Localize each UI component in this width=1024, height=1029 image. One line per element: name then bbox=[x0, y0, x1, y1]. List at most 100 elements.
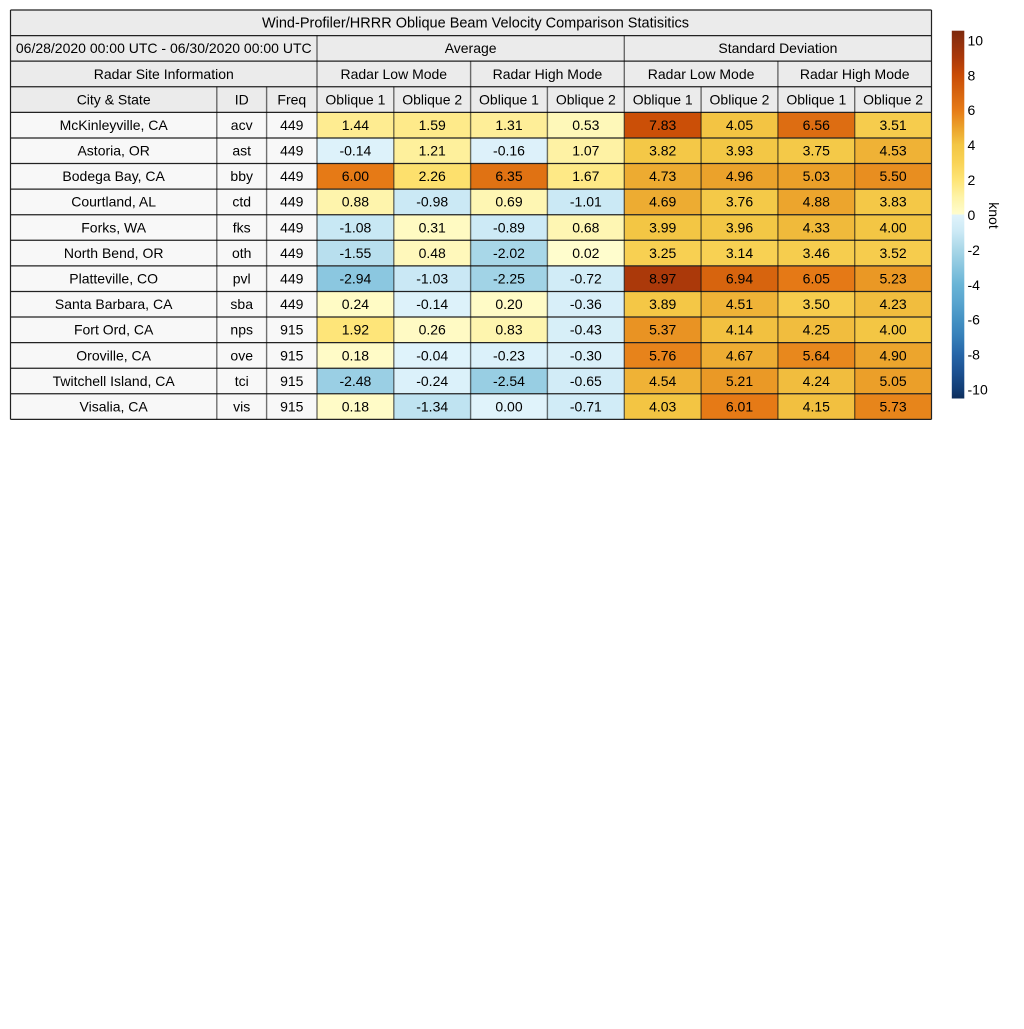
svg-text:3.99: 3.99 bbox=[649, 219, 676, 235]
svg-text:449: 449 bbox=[280, 194, 304, 210]
svg-text:Fort Ord, CA: Fort Ord, CA bbox=[74, 322, 154, 338]
svg-text:0.88: 0.88 bbox=[342, 194, 369, 210]
svg-text:ctd: ctd bbox=[232, 194, 251, 210]
svg-text:bby: bby bbox=[230, 168, 253, 184]
svg-text:-0.14: -0.14 bbox=[339, 143, 371, 159]
svg-text:449: 449 bbox=[280, 219, 304, 235]
svg-text:6.35: 6.35 bbox=[495, 168, 522, 184]
svg-text:0.20: 0.20 bbox=[495, 296, 522, 312]
svg-text:3.96: 3.96 bbox=[726, 219, 753, 235]
svg-text:oth: oth bbox=[232, 245, 251, 261]
svg-text:1.31: 1.31 bbox=[495, 117, 522, 133]
svg-text:4.67: 4.67 bbox=[726, 347, 753, 363]
svg-text:Standard Deviation: Standard Deviation bbox=[718, 40, 837, 56]
svg-text:-1.08: -1.08 bbox=[339, 219, 371, 235]
svg-text:4.51: 4.51 bbox=[726, 296, 753, 312]
svg-text:0.69: 0.69 bbox=[495, 194, 522, 210]
svg-text:Oblique 1: Oblique 1 bbox=[325, 91, 385, 107]
svg-text:Santa Barbara, CA: Santa Barbara, CA bbox=[55, 296, 173, 312]
svg-text:3.50: 3.50 bbox=[803, 296, 830, 312]
svg-text:-2.94: -2.94 bbox=[339, 271, 371, 287]
svg-text:0.83: 0.83 bbox=[495, 322, 522, 338]
svg-text:6: 6 bbox=[968, 102, 976, 118]
svg-text:4.53: 4.53 bbox=[879, 143, 906, 159]
svg-text:5.05: 5.05 bbox=[879, 373, 906, 389]
svg-text:Radar High Mode: Radar High Mode bbox=[800, 66, 910, 82]
svg-text:449: 449 bbox=[280, 271, 304, 287]
svg-text:Oroville, CA: Oroville, CA bbox=[76, 347, 151, 363]
svg-text:-2.48: -2.48 bbox=[339, 373, 371, 389]
svg-text:-1.03: -1.03 bbox=[416, 271, 448, 287]
svg-text:-0.72: -0.72 bbox=[570, 271, 602, 287]
svg-text:-8: -8 bbox=[968, 347, 981, 363]
svg-text:Average: Average bbox=[445, 40, 497, 56]
svg-text:4.00: 4.00 bbox=[879, 219, 906, 235]
svg-text:Platteville, CO: Platteville, CO bbox=[69, 271, 158, 287]
svg-text:4.00: 4.00 bbox=[879, 322, 906, 338]
svg-text:0.31: 0.31 bbox=[419, 219, 446, 235]
svg-text:449: 449 bbox=[280, 117, 304, 133]
svg-text:3.75: 3.75 bbox=[803, 143, 830, 159]
svg-text:3.76: 3.76 bbox=[726, 194, 753, 210]
svg-text:-0.43: -0.43 bbox=[570, 322, 602, 338]
svg-text:1.44: 1.44 bbox=[342, 117, 369, 133]
svg-text:1.59: 1.59 bbox=[419, 117, 446, 133]
svg-text:6.01: 6.01 bbox=[726, 398, 753, 414]
svg-text:4.96: 4.96 bbox=[726, 168, 753, 184]
svg-text:ID: ID bbox=[235, 91, 249, 107]
svg-text:Visalia, CA: Visalia, CA bbox=[80, 398, 149, 414]
svg-text:1.21: 1.21 bbox=[419, 143, 446, 159]
svg-text:Wind-Profiler/HRRR Oblique Bea: Wind-Profiler/HRRR Oblique Beam Velocity… bbox=[262, 16, 689, 32]
svg-text:06/28/2020 00:00 UTC - 06/30/2: 06/28/2020 00:00 UTC - 06/30/2020 00:00 … bbox=[16, 40, 312, 56]
svg-text:915: 915 bbox=[280, 373, 304, 389]
svg-text:3.25: 3.25 bbox=[649, 245, 676, 261]
svg-text:449: 449 bbox=[280, 296, 304, 312]
svg-text:5.76: 5.76 bbox=[649, 347, 676, 363]
svg-text:Radar Site Information: Radar Site Information bbox=[94, 66, 234, 82]
svg-text:3.83: 3.83 bbox=[879, 194, 906, 210]
svg-text:Oblique 2: Oblique 2 bbox=[710, 91, 770, 107]
svg-text:2: 2 bbox=[968, 172, 976, 188]
svg-text:Radar High Mode: Radar High Mode bbox=[493, 66, 603, 82]
svg-text:North Bend, OR: North Bend, OR bbox=[64, 245, 164, 261]
svg-text:449: 449 bbox=[280, 168, 304, 184]
svg-text:Oblique 1: Oblique 1 bbox=[786, 91, 846, 107]
svg-text:0.18: 0.18 bbox=[342, 347, 369, 363]
svg-text:0.26: 0.26 bbox=[419, 322, 446, 338]
svg-text:3.51: 3.51 bbox=[879, 117, 906, 133]
svg-text:4.73: 4.73 bbox=[649, 168, 676, 184]
svg-text:1.92: 1.92 bbox=[342, 322, 369, 338]
svg-text:ove: ove bbox=[230, 347, 253, 363]
svg-text:449: 449 bbox=[280, 245, 304, 261]
svg-text:Forks, WA: Forks, WA bbox=[81, 219, 146, 235]
svg-text:0.53: 0.53 bbox=[572, 117, 599, 133]
svg-text:4.88: 4.88 bbox=[803, 194, 830, 210]
svg-text:6.00: 6.00 bbox=[342, 168, 369, 184]
svg-text:6.05: 6.05 bbox=[803, 271, 830, 287]
svg-text:4.23: 4.23 bbox=[879, 296, 906, 312]
svg-text:-1.01: -1.01 bbox=[570, 194, 602, 210]
svg-text:Freq: Freq bbox=[277, 91, 306, 107]
svg-text:5.64: 5.64 bbox=[803, 347, 830, 363]
svg-text:0.24: 0.24 bbox=[342, 296, 369, 312]
svg-text:6.56: 6.56 bbox=[803, 117, 830, 133]
svg-text:5.23: 5.23 bbox=[879, 271, 906, 287]
svg-text:-10: -10 bbox=[968, 382, 988, 398]
svg-text:3.14: 3.14 bbox=[726, 245, 753, 261]
svg-text:915: 915 bbox=[280, 398, 304, 414]
svg-text:0.02: 0.02 bbox=[572, 245, 599, 261]
svg-text:4.54: 4.54 bbox=[649, 373, 676, 389]
svg-text:-2: -2 bbox=[968, 242, 981, 258]
svg-text:-6: -6 bbox=[968, 312, 981, 328]
svg-text:acv: acv bbox=[231, 117, 253, 133]
svg-text:-0.23: -0.23 bbox=[493, 347, 525, 363]
svg-text:Oblique 1: Oblique 1 bbox=[633, 91, 693, 107]
svg-text:vis: vis bbox=[233, 398, 250, 414]
svg-text:4.15: 4.15 bbox=[803, 398, 830, 414]
svg-text:-0.71: -0.71 bbox=[570, 398, 602, 414]
svg-text:Radar Low Mode: Radar Low Mode bbox=[648, 66, 755, 82]
svg-text:7.83: 7.83 bbox=[649, 117, 676, 133]
svg-text:Oblique 1: Oblique 1 bbox=[479, 91, 539, 107]
svg-text:5.50: 5.50 bbox=[879, 168, 906, 184]
svg-text:4.33: 4.33 bbox=[803, 219, 830, 235]
